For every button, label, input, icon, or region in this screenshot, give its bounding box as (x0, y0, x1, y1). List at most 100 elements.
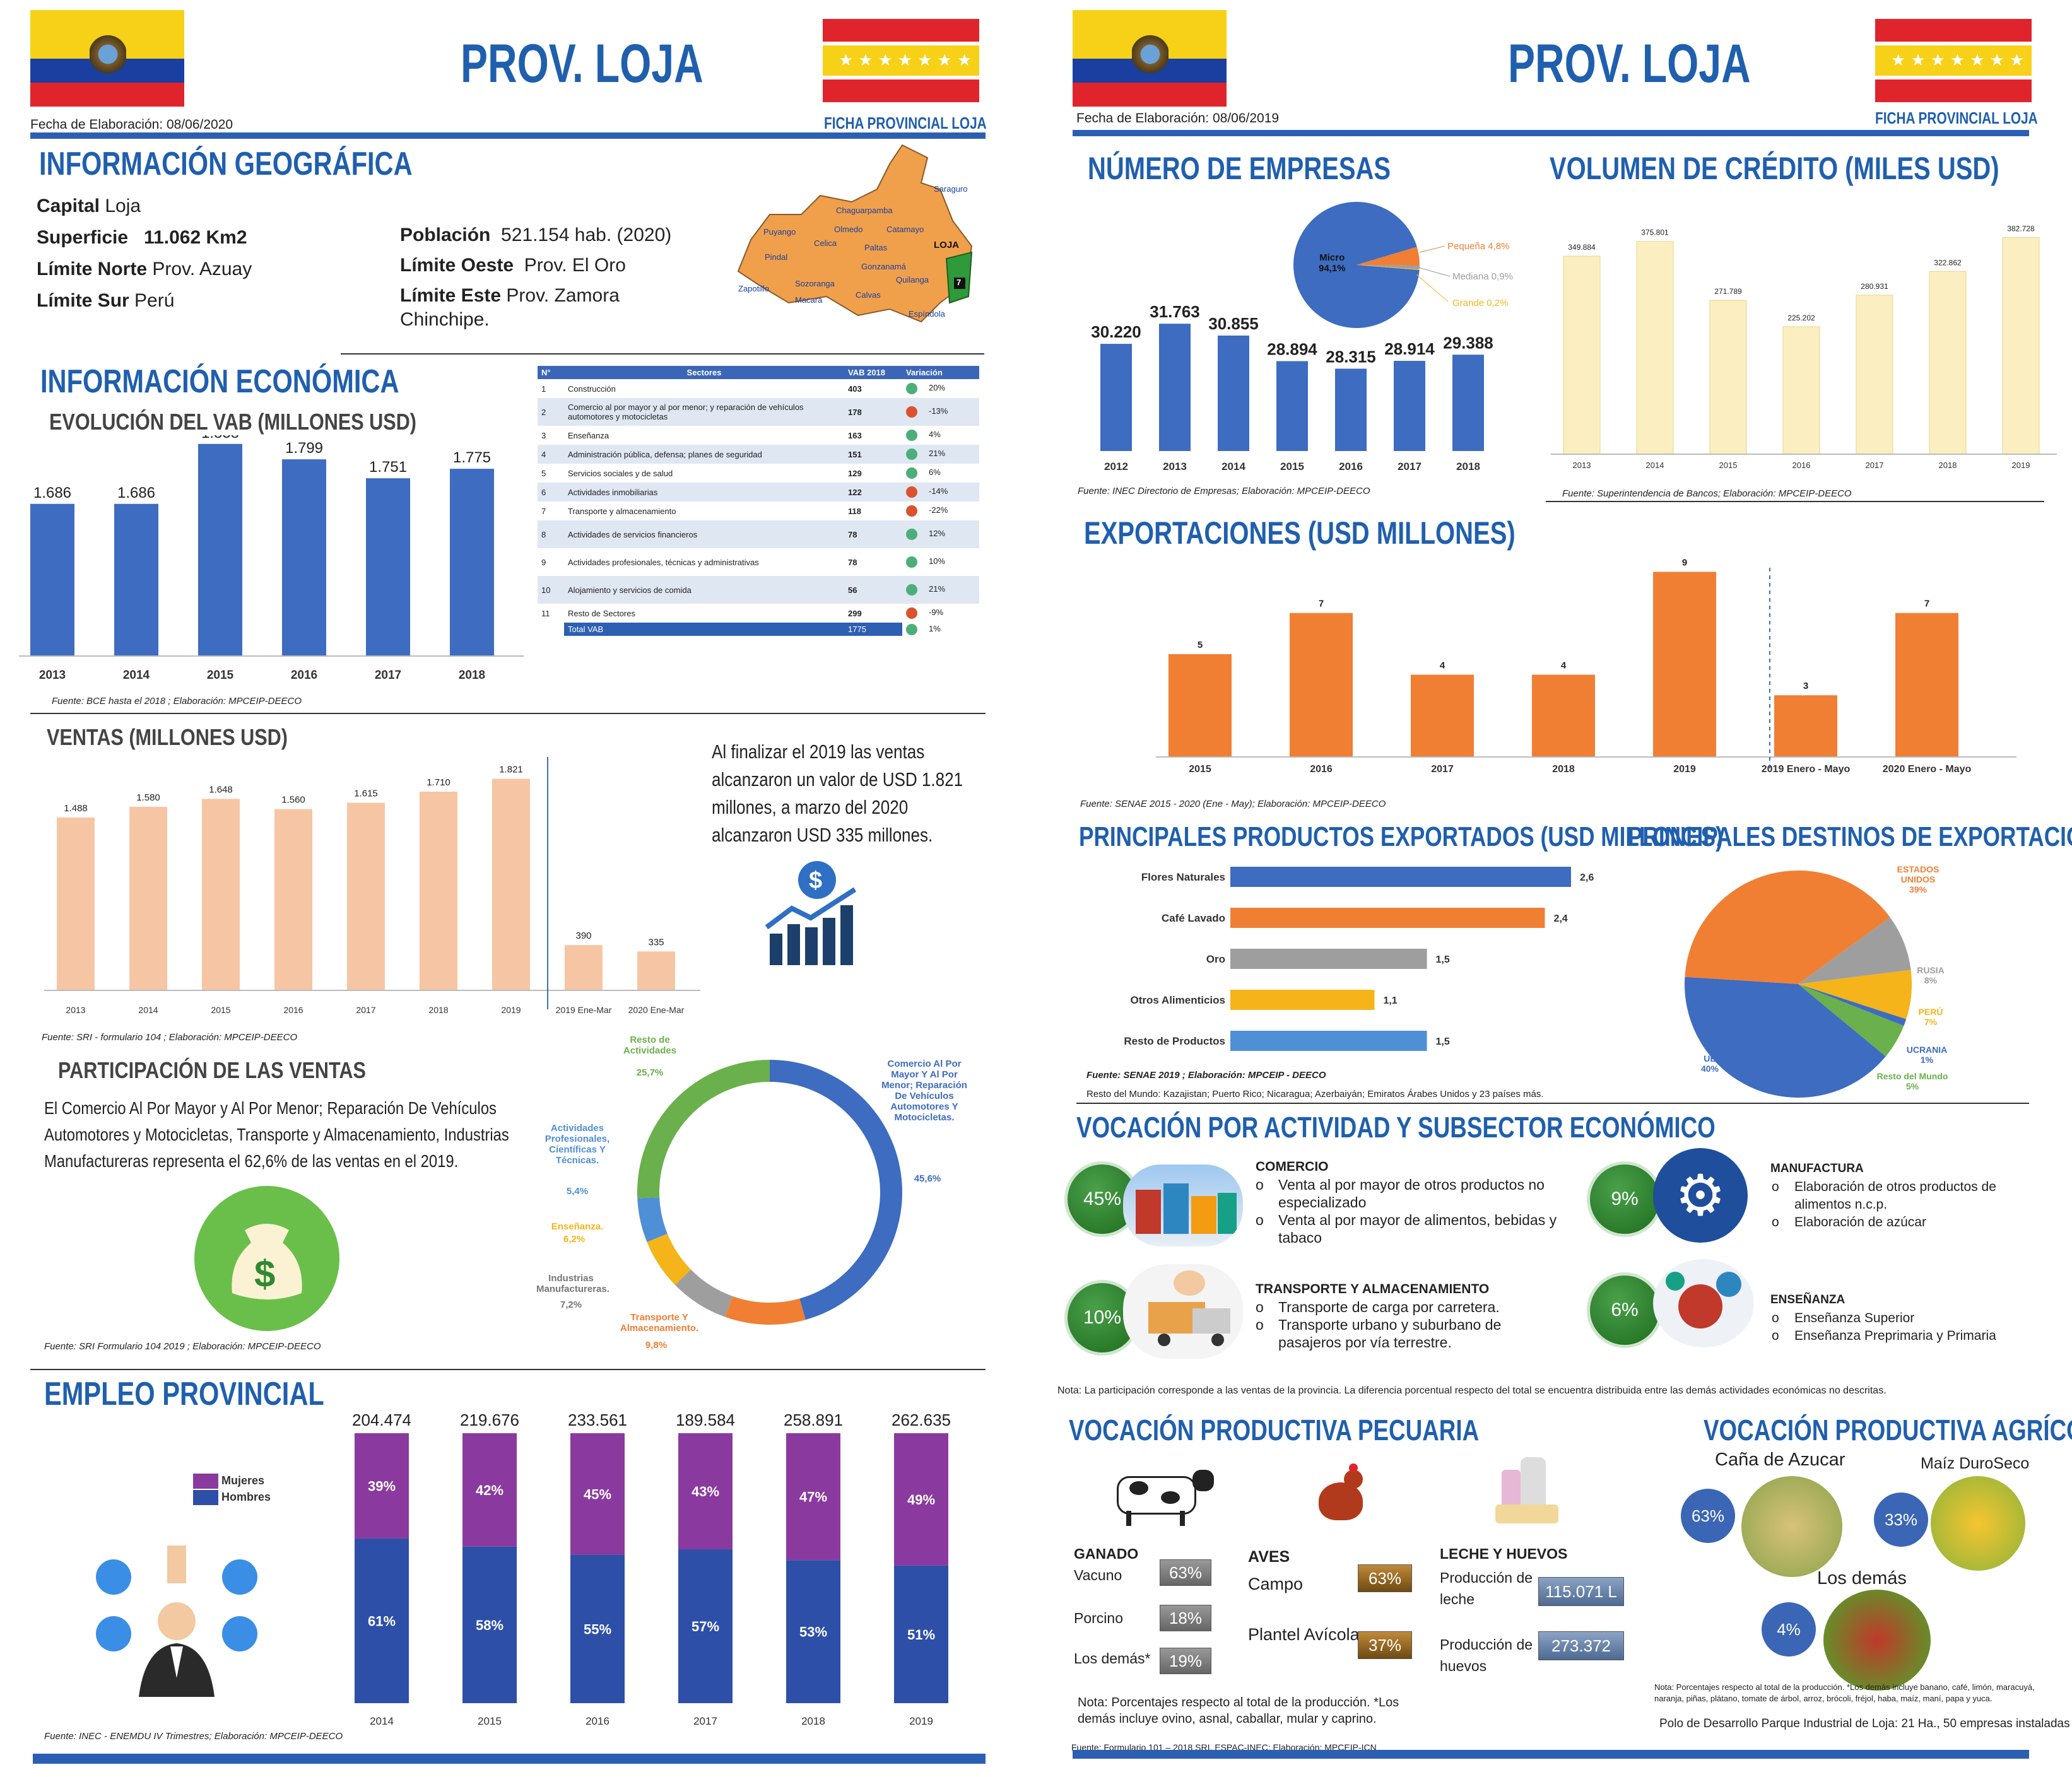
tick-label: 2016 (1792, 460, 1811, 470)
divider-3 (30, 1369, 986, 1370)
table-row: 2 Comercio al por mayor y al por menor; y… (538, 398, 979, 426)
chart-bar (1452, 355, 1484, 451)
map-labels: Saraguro Chaguarpamba Puyango Olmedo Cat… (738, 184, 968, 319)
tick-label: 2017 (1398, 460, 1422, 472)
slice-comercio (770, 1060, 902, 1320)
tick-label: 2013 (66, 1005, 85, 1015)
tick-label: 2019 (909, 1715, 933, 1727)
slice-actividades-prof (637, 1197, 668, 1242)
table-cell: 129 (848, 468, 862, 478)
geo-oeste: Límite Oeste Prov. El Oro (400, 255, 626, 276)
data-label: 335 (648, 937, 664, 947)
leader-line (1416, 274, 1449, 302)
tick-label: 2018 (1939, 460, 1957, 470)
table-cell: 10% (902, 548, 979, 576)
tick-label: 2015 (478, 1715, 502, 1727)
chart-bar (1856, 295, 1893, 455)
productos-title: PRINCIPALES PRODUCTOS EXPORTADOS (USD MI… (1079, 821, 1723, 852)
tick-label: 2019 (501, 1005, 521, 1015)
empresas-source: Fuente: INEC Directorio de Empresas; Ela… (1078, 486, 1370, 496)
table-cell: Transporte y almacenamiento (568, 506, 676, 516)
loja-flag-left: ★★★★★★★ (823, 19, 979, 102)
chart-bar (1929, 271, 1967, 455)
table-cell: Comercio al por mayor y al por menor; y … (568, 402, 804, 421)
containers-icon (1123, 1164, 1243, 1246)
empresas-pie (1293, 202, 1451, 328)
table-row: 5 Servicios sociales y de salud 129 6% (538, 464, 979, 483)
status-dot-icon (906, 529, 917, 540)
chart-bar (1230, 949, 1427, 969)
table-row: 7 Transporte y almacenamiento 118 -22% (538, 501, 979, 520)
slice-resto (637, 1060, 770, 1199)
chart-bar (274, 809, 312, 990)
huevos-label: Producción de huevos (1440, 1636, 1533, 1674)
maiz-label: Maíz DuroSeco (1921, 1455, 2030, 1472)
tick-label: 2017 (1866, 460, 1884, 470)
chart-bar-hombres (786, 1560, 840, 1703)
data-label: 382.728 (2007, 225, 2035, 233)
data-label: 28.894 (1267, 339, 1317, 358)
porcino-pct: 18% (1160, 1605, 1211, 1631)
table-header: N° (541, 368, 551, 377)
tick-label: 2016 (291, 669, 317, 682)
chart-bar (450, 469, 494, 656)
table-cell: Administración pública, defensa; planes … (568, 449, 762, 459)
table-cell: 151 (848, 449, 862, 459)
destinos-labels: ESTADOS UNIDOS 39% RUSIA 8% PERÚ 7% UCRANIA… (1700, 864, 1948, 1091)
chart-bar (1709, 300, 1747, 455)
chart-bar (1563, 255, 1601, 455)
ventas-title: VENTAS (MILLONES USD) (47, 724, 288, 750)
table-cell: 4 (541, 449, 546, 459)
geo-superficie: Superficie 11.062 Km2 (37, 227, 247, 248)
tick-label: 2019 Enero - Mayo (1762, 764, 1851, 775)
tick-label: 2016 (283, 1005, 303, 1015)
chart-bar-mujeres (786, 1433, 840, 1561)
data-label: 271.789 (1714, 287, 1742, 296)
slice-mediana (1357, 265, 1420, 269)
chart-bar (129, 806, 167, 990)
data-label: 31.763 (1150, 302, 1200, 321)
table-cell: 78 (848, 557, 857, 567)
tick-label: 2016 (1310, 764, 1333, 775)
chart-bar (1411, 674, 1474, 757)
divider-r1 (1546, 501, 2044, 502)
geo-este-2: Chinchipe. (400, 309, 490, 330)
tick-label: Café Lavado (1162, 912, 1225, 924)
data-label: 5 (1198, 640, 1203, 650)
productos-chart: Flores Naturales 2,6 Café Lavado 2,4 Oro 1,5 O… (1124, 867, 1594, 1051)
table-cell: Actividades inmobiliarias (568, 487, 658, 497)
tick-label: 2018 (801, 1715, 825, 1727)
chart-bar (492, 778, 530, 990)
tick-label: Oro (1206, 953, 1225, 965)
tick-label: Resto de Productos (1124, 1035, 1225, 1047)
data-label: 53% (799, 1624, 827, 1640)
table-header: Variación (906, 368, 943, 377)
status-dot-icon (906, 486, 917, 498)
tick-label: 2013 (39, 669, 66, 682)
tick-label: 2014 (370, 1715, 394, 1727)
vocacion-note: Nota: La participación corresponde a las… (1057, 1385, 1887, 1396)
slice-ensenanza (647, 1233, 691, 1285)
data-label: 1.686 (33, 484, 71, 501)
svg-text:$: $ (809, 867, 822, 894)
education-icon (1653, 1259, 1754, 1347)
leader-line (1418, 267, 1451, 277)
table-cell: 12% (902, 520, 979, 548)
table-row: 4 Administración pública, defensa; planes… (538, 445, 979, 464)
comercio-list: Venta al por mayor de otros productos no… (1253, 1176, 1581, 1246)
geo-title: INFORMACIÓN GEOGRÁFICA (39, 146, 413, 182)
credito-chart: 349.884 2013 375.801 2014 271.789 2015 225.202… (1551, 225, 2057, 470)
status-dot-icon (906, 406, 917, 418)
demas-pct: 19% (1160, 1648, 1211, 1674)
data-label: 42% (476, 1482, 503, 1498)
table-row: 1 Construcción 403 20% (538, 379, 979, 398)
plantel-pct: 37% (1358, 1631, 1412, 1659)
table-cell: 6 (541, 487, 546, 497)
agricola-note: Nota: Porcentajes respecto al total de l… (1654, 1682, 2035, 1703)
table-row: 11 Resto de Sectores 299 -9% (538, 604, 979, 623)
corn-icon (1931, 1476, 2025, 1571)
ficha-left: FICHA PROVINCIAL LOJA (824, 114, 987, 132)
cana-pct: 63% (1681, 1489, 1735, 1543)
data-label: 258.891 (784, 1410, 843, 1429)
data-label: 1,1 (1383, 995, 1397, 1006)
